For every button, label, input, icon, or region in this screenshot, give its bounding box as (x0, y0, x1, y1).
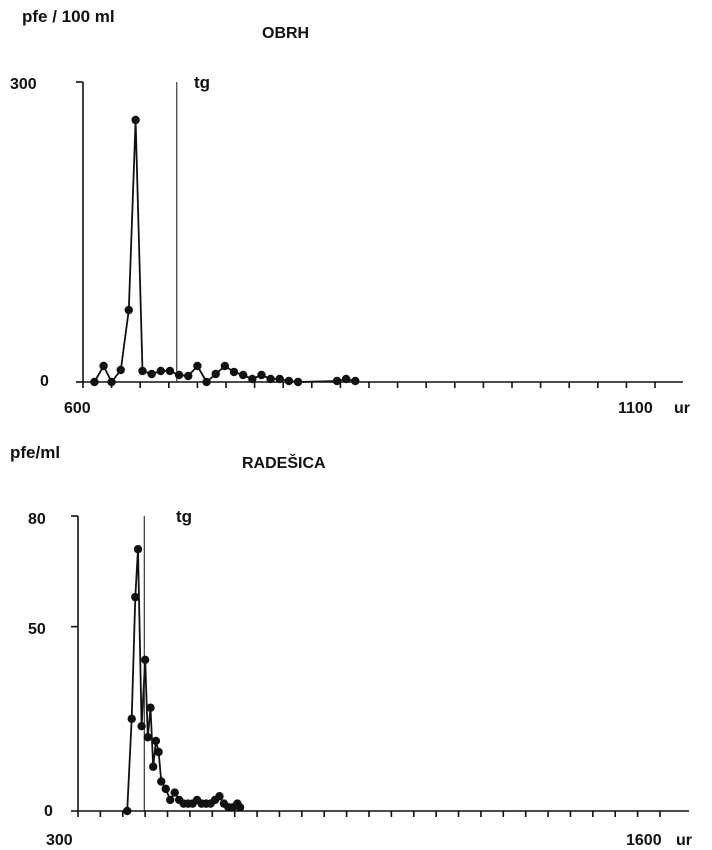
data-point (156, 366, 165, 376)
series (90, 115, 360, 387)
y-tick-label-50: 50 (28, 621, 46, 638)
data-point (170, 788, 179, 797)
data-point (184, 371, 193, 381)
x-tick-label-600: 600 (64, 400, 91, 417)
data-point (151, 736, 161, 746)
chart-title: OBRH (262, 25, 309, 42)
data-point (238, 370, 248, 380)
x-tick-label-1600: 1600 (626, 832, 662, 849)
data-point (165, 366, 175, 376)
chart-title: RADEŠICA (242, 453, 326, 472)
data-point (127, 714, 136, 724)
tg-marker-label: tg (176, 507, 192, 526)
data-point (99, 361, 108, 371)
data-point (351, 376, 360, 386)
y-axis-label: pfe/ml (10, 443, 60, 462)
x-tick-label-300: 300 (46, 832, 73, 849)
data-point (147, 369, 156, 379)
data-point (107, 377, 116, 387)
series (123, 544, 245, 816)
data-point (140, 655, 150, 665)
data-point (220, 361, 230, 371)
data-point (275, 374, 284, 384)
y-axis-label: pfe / 100 ml (22, 7, 115, 26)
data-point (235, 803, 245, 812)
data-point (116, 365, 125, 375)
x-unit-label: ur (676, 832, 692, 849)
axes (71, 515, 689, 817)
data-point (211, 369, 220, 379)
data-point (248, 374, 257, 384)
chart-obrh: pfe / 100 ml OBRH 300 0 600 1100 ur tg (10, 7, 690, 417)
data-point (157, 777, 166, 786)
data-point (293, 377, 303, 387)
data-point (143, 733, 153, 742)
y-tick-label-80: 80 (28, 511, 46, 528)
data-point (215, 792, 224, 801)
data-point (332, 376, 342, 386)
data-point (137, 721, 146, 731)
data-point (229, 367, 239, 377)
tg-marker-label: tg (194, 73, 210, 92)
x-unit-label: ur (674, 400, 690, 417)
data-point (149, 762, 158, 771)
data-point (154, 747, 163, 757)
data-point (90, 377, 99, 387)
y-tick-label-0: 0 (40, 373, 49, 390)
series-line (93, 119, 356, 383)
data-point (146, 703, 155, 712)
data-point (131, 592, 140, 602)
data-point (123, 806, 132, 816)
data-point (166, 795, 175, 805)
axes (76, 81, 683, 388)
data-point (193, 361, 202, 371)
chart-radesica: pfe/ml RADEŠICA 80 50 0 300 1600 ur tg (10, 443, 692, 849)
data-point (257, 370, 266, 380)
data-point (202, 377, 211, 387)
data-point (133, 544, 143, 554)
data-point (124, 305, 133, 315)
data-point (341, 374, 351, 384)
data-point (138, 366, 147, 376)
y-tick-label-300: 300 (10, 76, 37, 93)
data-point (161, 784, 170, 794)
data-point (174, 370, 184, 380)
data-point (131, 115, 140, 125)
x-tick-label-1100: 1100 (618, 400, 653, 417)
data-point (284, 376, 294, 386)
data-point (266, 374, 275, 384)
y-tick-label-0: 0 (44, 803, 53, 820)
